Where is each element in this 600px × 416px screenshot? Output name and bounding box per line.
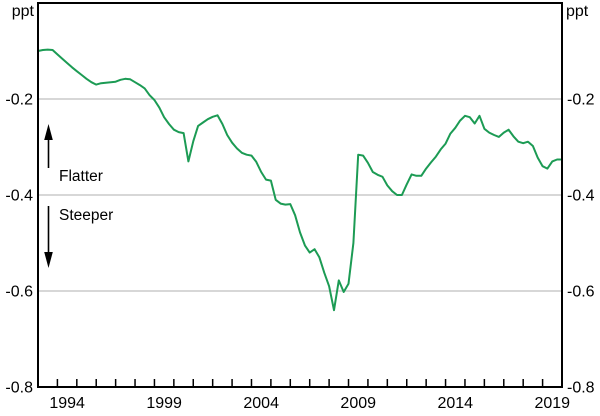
x-axis-label: 2009 (340, 395, 376, 412)
flatter-annotation: Flatter (44, 124, 103, 185)
x-axis-labels: 1994 1999 2004 2009 2014 2019 (49, 395, 570, 412)
unit-label-left: ppt (12, 3, 35, 20)
gridlines (39, 98, 561, 292)
steeper-annotation: Steeper (44, 206, 113, 268)
plot-border (37, 2, 563, 388)
y-axis-label: -0.2 (5, 92, 33, 109)
x-axis-label: 2004 (243, 395, 279, 412)
y-axis-labels-right: -0.2 -0.4 -0.6 -0.8 (567, 92, 595, 397)
flatter-label: Flatter (59, 168, 103, 185)
y-axis-label: -0.4 (5, 188, 33, 205)
x-axis-label: 2014 (437, 395, 473, 412)
unit-label-right: ppt (566, 3, 589, 20)
y-axis-label: -0.2 (567, 92, 595, 109)
y-axis-label: -0.6 (567, 284, 595, 301)
y-axis-labels-left: -0.2 -0.4 -0.6 -0.8 (5, 92, 33, 397)
x-axis-label: 1999 (146, 395, 182, 412)
x-axis-label: 2019 (534, 395, 570, 412)
y-axis-label: -0.4 (567, 188, 595, 205)
y-axis-label: -0.8 (5, 380, 33, 397)
steeper-label: Steeper (59, 207, 113, 224)
x-axis-ticks (56, 379, 544, 387)
y-axis-label: -0.6 (5, 284, 33, 301)
y-axis-label: -0.8 (567, 380, 595, 397)
data-line (37, 48, 562, 312)
arrow-down-icon (44, 206, 53, 268)
x-axis-label: 1994 (49, 395, 85, 412)
arrow-up-icon (44, 124, 53, 168)
